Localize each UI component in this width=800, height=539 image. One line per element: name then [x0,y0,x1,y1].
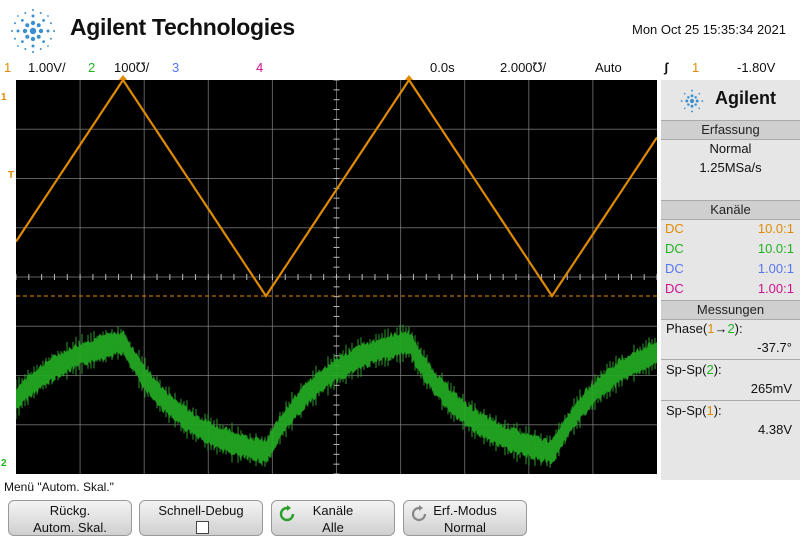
status-bar: 1 1.00V/ 2 100℧/ 3 4 0.0s 2.000℧/ Auto ʃ… [0,58,800,78]
channels-header: Kanäle [661,200,800,220]
ch2-waveform [16,329,657,465]
ch1-coupling: DC [665,221,684,236]
softkey-label: Schnell-Debug [158,503,244,518]
softkey-value: Alle [322,520,344,535]
measurements-header: Messungen [661,300,800,320]
sample-rate: 1.25MSa/s [699,160,762,175]
rotate-knob-icon [279,505,295,522]
sp-sp-ch1-end: ): [713,403,722,418]
ch1-scale[interactable]: 1.00V/ [28,60,66,75]
phase-arrow-icon: → [714,321,728,336]
phase-value: -37.7° [757,340,792,355]
ch2-number[interactable]: 2 [88,60,96,75]
waveform-display[interactable] [15,78,658,475]
softkey-acquisition-mode[interactable]: Erf.-Modus Normal [403,500,527,536]
sp-sp-ch2-end: ): [713,362,722,377]
softkey-channels[interactable]: Kanäle Alle [271,500,395,536]
menu-title: Menü "Autom. Skal." [4,480,114,494]
softkey-label: Erf.-Modus [433,503,497,518]
waveform-canvas [15,78,658,475]
ch1-ground-marker[interactable]: 1 [1,92,7,103]
softkey-quick-debug[interactable]: Schnell-Debug [139,500,263,536]
ch4-coupling: DC [665,281,684,296]
sp-sp-ch2-label: Sp-Sp(2): [666,362,722,377]
panel-logo [679,88,705,119]
ch3-coupling: DC [665,261,684,276]
softkey-label: Kanäle [312,503,354,518]
softkey-undo-autoscale[interactable]: Rückg. Autom. Skal. [8,500,132,536]
agilent-spark-icon [680,89,704,113]
agilent-spark-icon [11,9,55,53]
panel-brand: Agilent [715,88,776,108]
datetime: Mon Oct 25 15:35:34 2021 [632,22,786,37]
phase-source-b: 2 [727,321,735,336]
ch3-probe-ratio: 1.00:1 [757,261,794,276]
softkey-label: Rückg. [49,503,91,518]
trigger-level-marker[interactable]: T [8,170,15,181]
ch1-probe-ratio: 10.0:1 [757,221,794,236]
meas-divider [661,359,800,360]
phase-label: Phase( [666,321,708,336]
phase-label-end: ): [734,321,743,336]
acquisition-mode: Normal [709,141,752,156]
sp-sp-ch1-value: 4.38V [758,422,792,437]
ch1-waveform [15,78,658,298]
sp-sp-ch2-value: 265mV [750,381,792,396]
ch4-number[interactable]: 4 [256,60,264,75]
ch4-probe-ratio: 1.00:1 [757,281,794,296]
softkey-value: Normal [444,520,486,535]
trigger-source[interactable]: 1 [692,60,700,75]
rotate-knob-icon [411,505,427,522]
sp-sp-ch1-source: 1 [706,403,714,418]
acquisition-header: Erfassung [661,120,800,140]
sp-sp-ch1-text: Sp-Sp( [666,403,707,418]
ch1-number[interactable]: 1 [4,60,12,75]
phase-source-a: 1 [707,321,715,336]
brand-title: Agilent Technologies [70,14,295,40]
time-scale[interactable]: 2.000℧/ [500,60,547,75]
trigger-level[interactable]: -1.80V [737,60,776,75]
ch2-probe-ratio: 10.0:1 [757,241,794,256]
agilent-logo [8,6,58,56]
phase-measurement-label: Phase(1→2): [666,321,743,336]
time-offset[interactable]: 0.0s [430,60,455,75]
side-panel: Agilent Erfassung Normal 1.25MSa/s Kanäl… [661,80,800,480]
trigger-mode[interactable]: Auto [595,60,622,75]
ch3-number[interactable]: 3 [172,60,180,75]
trigger-edge-icon: ʃ [664,60,669,75]
sp-sp-ch1-label: Sp-Sp(1): [666,403,722,418]
ch2-coupling: DC [665,241,684,256]
sp-sp-ch2-source: 2 [706,362,714,377]
time-reference-icon [118,75,414,81]
ch2-ground-marker[interactable]: 2 [1,458,7,469]
ch2-scale[interactable]: 100℧/ [114,60,150,75]
sp-sp-ch2-text: Sp-Sp( [666,362,707,377]
meas-divider [661,400,800,401]
quick-debug-checkbox[interactable] [196,521,209,534]
softkey-value: Autom. Skal. [33,520,107,535]
